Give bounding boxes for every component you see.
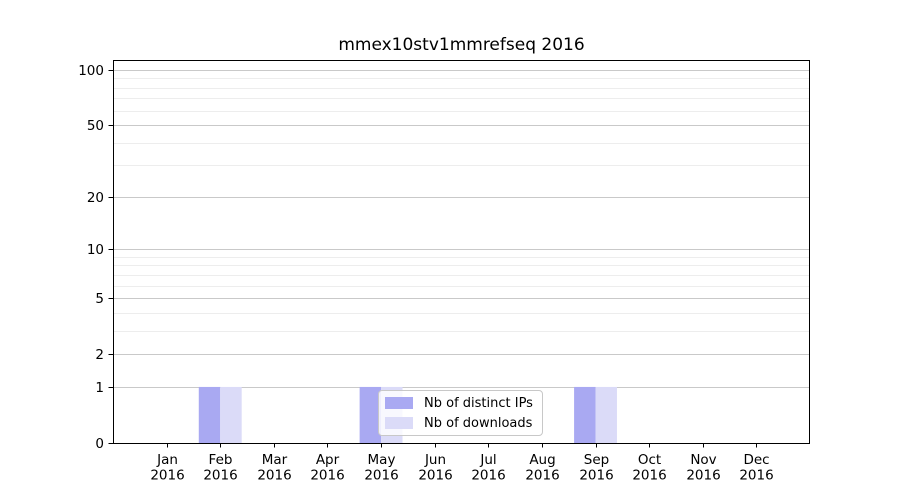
y-tick-label: 1 <box>95 380 104 396</box>
legend-item-distinct-ips: Nb of distinct IPs <box>385 395 536 411</box>
legend: Nb of distinct IPs Nb of downloads <box>378 390 543 436</box>
x-tick-label: Jun 2016 <box>418 452 452 484</box>
legend-label-downloads: Nb of downloads <box>424 415 533 431</box>
legend-item-downloads: Nb of downloads <box>385 415 536 431</box>
y-tick-label: 0 <box>95 436 104 452</box>
y-tick-label: 50 <box>87 118 104 134</box>
bar-downloads-sep <box>595 386 617 443</box>
x-tick-label: Nov 2016 <box>686 452 720 484</box>
bar-downloads-feb <box>220 386 242 443</box>
x-tick-label: Aug 2016 <box>525 452 559 484</box>
legend-swatch-distinct-ips <box>385 397 413 409</box>
x-tick-label: Jan 2016 <box>150 452 184 484</box>
x-tick-label: Apr 2016 <box>310 452 344 484</box>
chart-title: mmex10stv1mmrefseq 2016 <box>338 35 585 55</box>
x-tick-label: Mar 2016 <box>257 452 291 484</box>
x-tick-label: Jul 2016 <box>471 452 505 484</box>
plot-border <box>113 60 810 444</box>
y-tick-label: 100 <box>78 63 104 79</box>
x-tick-label: May 2016 <box>364 452 398 484</box>
y-tick-label: 20 <box>87 190 104 206</box>
legend-label-distinct-ips: Nb of distinct IPs <box>424 395 533 411</box>
bar-distinct-ips-feb <box>198 386 221 443</box>
y-tick-label: 5 <box>95 291 104 307</box>
bar-distinct-ips-may <box>359 386 382 443</box>
bar-distinct-ips-sep <box>574 386 596 443</box>
y-tick-label: 10 <box>87 242 104 258</box>
x-tick-label: Sep 2016 <box>579 452 613 484</box>
x-tick-label: Feb 2016 <box>203 452 237 484</box>
legend-swatch-downloads <box>385 417 413 429</box>
x-tick-label: Dec 2016 <box>739 452 773 484</box>
x-tick-label: Oct 2016 <box>632 452 666 484</box>
y-tick-label: 2 <box>95 347 104 363</box>
